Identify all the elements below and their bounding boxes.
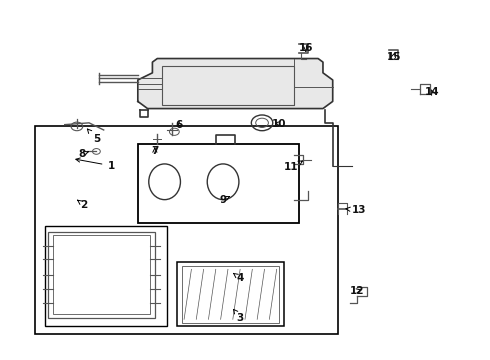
Text: 16: 16 [298,43,313,53]
Bar [162,66,294,105]
Bar [182,266,279,323]
Text: 14: 14 [425,87,440,98]
Text: 5: 5 [87,129,100,144]
Bar [52,235,150,314]
Text: 1: 1 [76,158,115,171]
Text: 2: 2 [77,200,88,210]
Bar [35,126,338,334]
Text: 3: 3 [233,309,244,323]
Bar [138,144,298,223]
Bar [177,262,284,327]
Text: 9: 9 [220,195,230,204]
Polygon shape [138,59,333,109]
Bar [45,226,167,327]
Text: 4: 4 [233,273,244,283]
Text: 13: 13 [346,205,367,215]
Bar [48,232,155,318]
Text: 15: 15 [386,52,401,62]
Text: 12: 12 [350,286,364,296]
Text: 6: 6 [175,120,183,130]
Text: 7: 7 [151,147,159,157]
Text: 10: 10 [272,118,286,129]
Text: 11: 11 [284,161,302,172]
Text: 8: 8 [78,149,88,159]
